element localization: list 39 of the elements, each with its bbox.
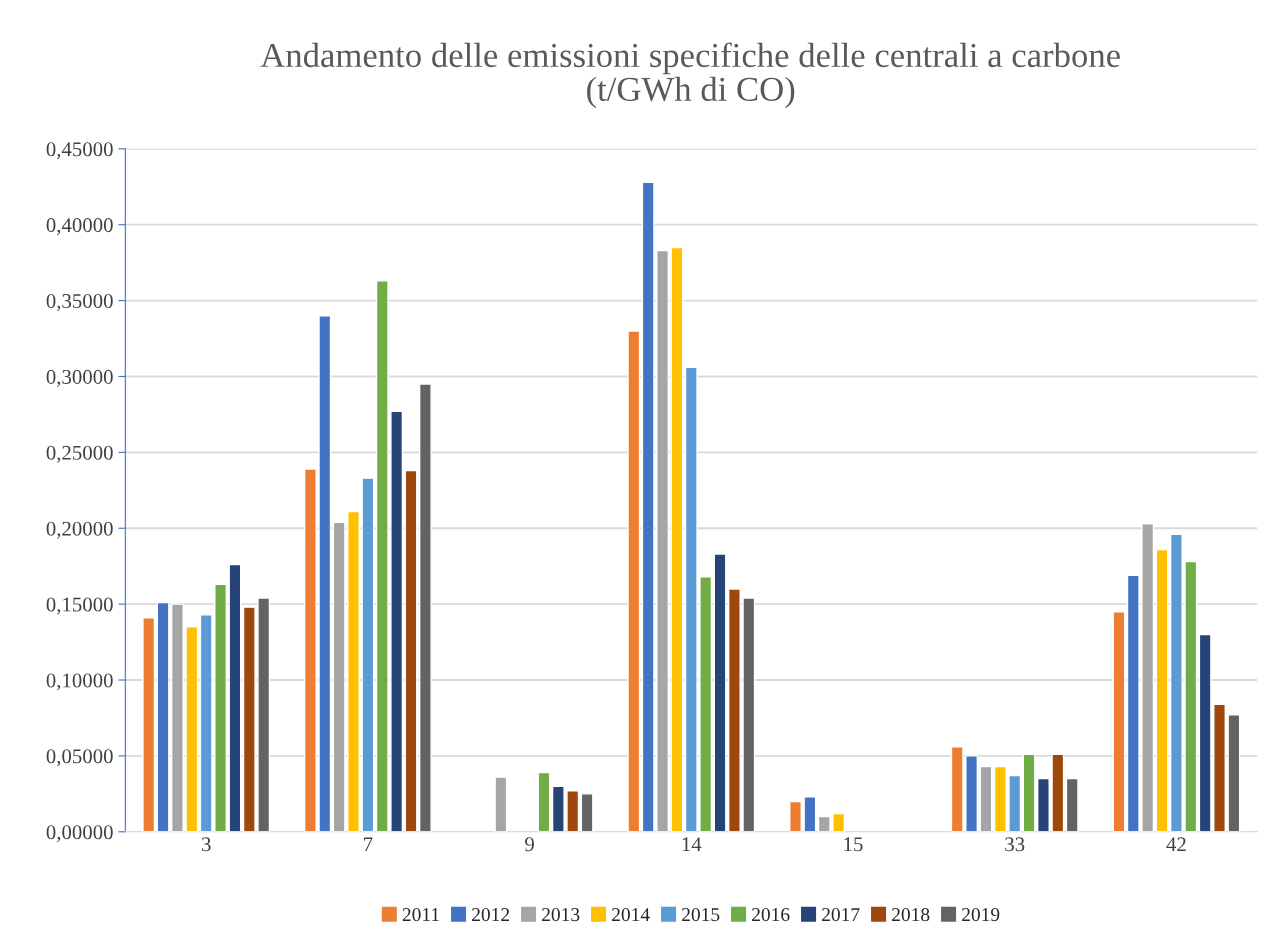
x-tick-label: 9 (525, 837, 534, 852)
legend-label: 2015 (682, 908, 720, 922)
legend-label: 2011 (402, 908, 439, 922)
y-tick-label: 0,40000 (46, 218, 113, 236)
bar (494, 776, 508, 832)
bar (1065, 777, 1079, 832)
y-tick-label: 0,15000 (46, 597, 113, 615)
x-tick-label: 7 (364, 837, 373, 852)
bar (418, 383, 432, 832)
x-tick-label: 42 (1166, 837, 1186, 852)
bar (537, 771, 551, 832)
y-tick-label: 0,25000 (46, 445, 113, 463)
bar (979, 765, 993, 832)
bar (404, 469, 418, 832)
bar (1155, 548, 1169, 832)
y-tick-label: 0,30000 (46, 369, 113, 387)
y-tick-label: 0,45000 (46, 142, 113, 160)
bar (627, 330, 641, 832)
bar (713, 553, 727, 832)
y-tick-label: 0,10000 (46, 673, 113, 691)
bar (580, 793, 594, 832)
y-tick-label: 0,35000 (46, 293, 113, 312)
x-tick-label: 14 (682, 837, 702, 852)
legend-label: 2019 (962, 908, 1000, 922)
legend-label: 2016 (752, 908, 790, 922)
x-tick-label: 33 (1005, 837, 1025, 852)
x-tick-label: 3 (201, 837, 211, 852)
legend-label: 2012 (472, 908, 510, 922)
bar (1112, 611, 1126, 832)
legend-label: 2017 (822, 908, 860, 922)
y-tick-label: 0,20000 (46, 521, 113, 539)
legend-label: 2018 (892, 908, 930, 922)
y-tick-label: 0,00000 (46, 825, 113, 843)
legend-label: 2013 (542, 908, 580, 922)
y-tick-label: 0,05000 (46, 749, 113, 767)
legend-label: 2014 (612, 908, 650, 922)
chart-title: Andamento delle emissioni specifiche delle centrali a carbone (t/GWh di CO) (260, 42, 1120, 109)
x-tick-label: 15 (844, 837, 863, 852)
bar (142, 617, 156, 832)
